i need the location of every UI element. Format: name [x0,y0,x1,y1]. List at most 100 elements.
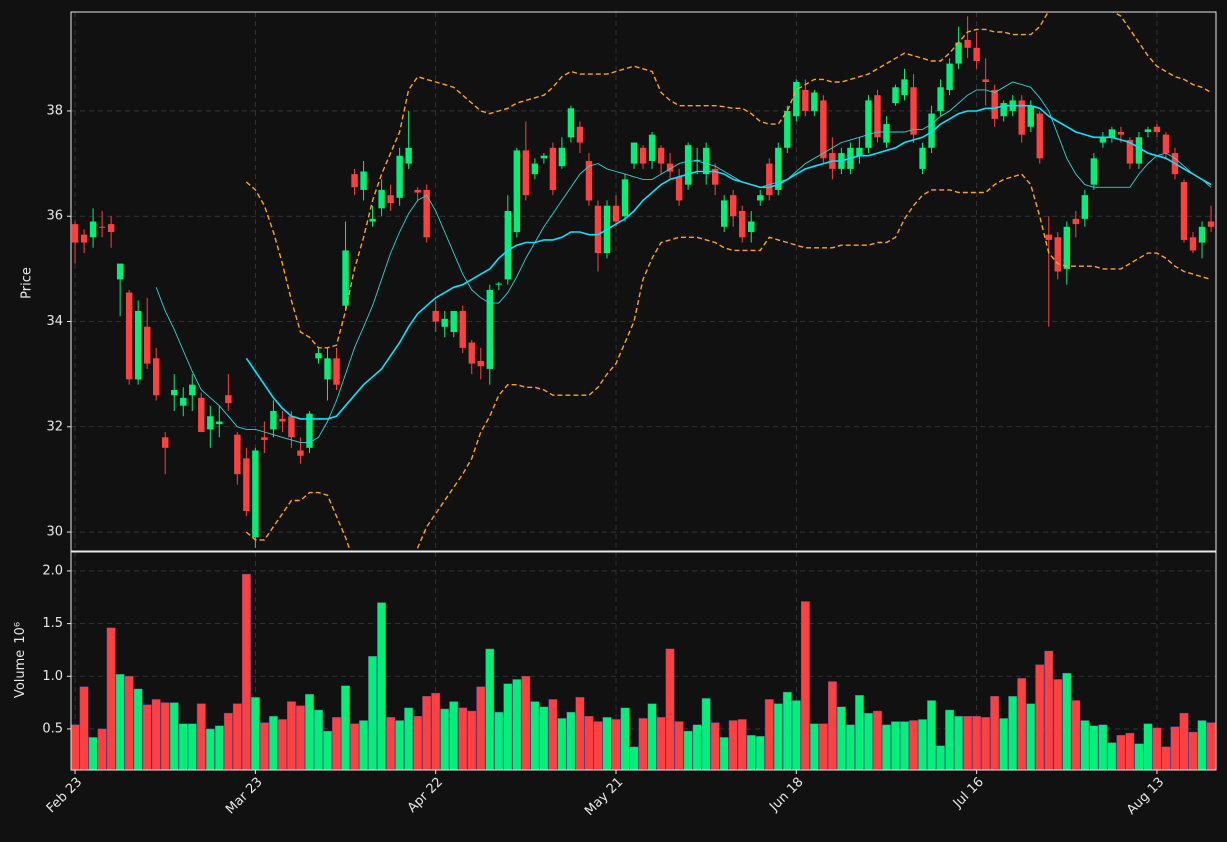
candle-body [243,458,250,511]
volume-bar [1143,723,1153,771]
candle-body [739,210,746,238]
candle-body [558,147,566,167]
volume-bar [151,699,161,771]
volume-bar [124,676,134,771]
volume-bar [1053,679,1063,771]
candle-body [495,283,502,285]
candle-body [919,147,926,169]
candle-body [396,155,403,198]
candle-body [441,318,448,327]
candle-body [702,147,710,175]
volume-bar [827,681,837,771]
candle-body [71,224,79,243]
volume-bar [683,730,693,771]
candle-body [98,226,106,228]
volume-frame [70,551,1217,771]
x-tick-label: Aug 13 [1124,775,1167,818]
volume-bar [88,737,98,771]
volume-bar [368,656,377,771]
candle-body [189,384,196,396]
volume-bar [1089,725,1099,771]
candle-body [657,147,665,164]
candle-body [297,450,304,456]
candle-body [162,437,169,448]
volume-bar [593,721,603,771]
volume-bar [440,708,450,771]
candle-body [973,47,980,61]
candle-body [116,263,124,280]
candle-body [666,163,674,172]
x-tick-label: Jun 18 [766,775,806,815]
x-tick-label: May 21 [582,775,626,819]
volume-bar [1080,720,1090,771]
candle-body [143,326,151,364]
candle-body [134,310,142,380]
volume-bar [332,717,341,771]
volume-bar [160,702,170,771]
volume-bar [972,716,982,771]
volume-bar [106,627,116,771]
volume-bar [818,723,828,771]
candle-body [1000,103,1007,117]
volume-bar [1125,732,1135,771]
volume-bar [791,700,801,771]
candle-body [152,358,160,396]
candle-body [946,63,953,90]
volume-bar [278,719,287,771]
volume-bar [719,737,729,771]
volume-bar [809,723,819,771]
y-tick-label: 1.5 [42,616,63,631]
volume-bar [79,686,89,771]
candle-body [802,89,809,111]
volume-bar [1116,735,1126,771]
volume-bar [404,707,414,771]
volume-bar [1026,703,1036,771]
candle-body [1081,195,1089,219]
candle-body [1207,221,1215,227]
volume-bar [638,718,648,771]
candle-body [1054,237,1061,272]
volume-bar [710,722,720,771]
candle-body [89,221,97,238]
volume-bar [981,717,991,771]
volume-bar [557,718,567,771]
candle-body [982,79,989,83]
candle-body [1117,132,1125,135]
candle-body [937,87,944,111]
candle-body [1063,226,1070,269]
candle-body [874,95,881,138]
volume-bar [223,712,233,771]
volume-bar [936,745,945,771]
volume-bar [1107,742,1117,771]
overlay-lines [155,12,1212,551]
volume-bar [737,719,747,771]
candle-body [324,358,331,380]
volume-bar [1170,726,1180,771]
candle-body [252,450,259,538]
volume-bar [1179,712,1189,771]
candle-body [720,200,728,227]
y-tick-label: 30 [46,525,63,540]
candle-body [901,79,908,96]
candle-body [748,221,755,233]
candle-body [522,150,530,196]
volume-bar [1062,672,1072,771]
candle-body [279,418,286,422]
volume-bar [1161,746,1171,771]
candle-body [180,397,187,406]
volume-bar [629,746,639,771]
volume-bar [773,703,783,771]
volume-bar [350,723,359,771]
volume-bar [503,683,513,771]
volume-bar [476,686,486,771]
volume-bar [963,716,973,771]
candle-body [892,87,899,104]
volume-bar [575,697,585,771]
volume-bar [1017,678,1027,771]
y-tick-label: 0.5 [42,721,63,736]
volume-bar [287,701,296,771]
volume-bar [97,728,107,771]
volume-bar [891,721,900,771]
candle-body [820,100,827,159]
volume-label: Volume [13,650,28,698]
